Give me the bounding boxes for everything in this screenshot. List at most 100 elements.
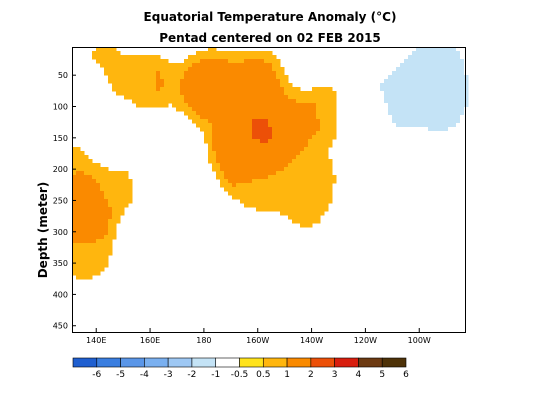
heat-cell-132	[148, 59, 153, 64]
heat-cell-2062	[128, 199, 133, 204]
heat-cell-594	[140, 87, 145, 92]
heat-cell-669	[128, 91, 133, 96]
heat-cell-1502	[324, 139, 329, 144]
colorbar-swatch-1	[96, 357, 121, 368]
heat-cell-2079	[304, 199, 309, 204]
heat-cell-1120	[212, 115, 217, 120]
heat-cell-1821	[268, 175, 273, 180]
heat-cell-906	[136, 103, 141, 108]
heat-cell-274	[220, 67, 225, 72]
heat-cell-1785	[296, 171, 301, 176]
heat-cell-729	[392, 91, 397, 96]
heat-cell-1134	[268, 115, 273, 120]
heat-cell-352	[268, 71, 273, 76]
heat-cell-247	[112, 67, 117, 72]
heat-cell-2346	[84, 275, 89, 280]
heat-cell-1449	[316, 135, 321, 140]
heat-cell-2124	[84, 207, 89, 212]
heat-cell-1330	[308, 127, 313, 132]
heat-cell-150	[236, 59, 241, 64]
heat-cell-2020	[120, 195, 125, 200]
heat-cell-1761	[112, 171, 117, 176]
heat-cell-1061	[232, 111, 237, 116]
heat-cell-1548	[232, 147, 237, 152]
heat-cell-348	[252, 71, 257, 76]
heat-cell-435	[424, 75, 429, 80]
heat-cell-143	[208, 59, 213, 64]
heat-cell-1421	[204, 135, 209, 140]
heat-cell-1573	[76, 151, 81, 156]
heat-cell-1096	[396, 111, 401, 116]
heat-cell-1526	[276, 143, 281, 148]
colorbar-swatch-11	[334, 357, 359, 368]
heat-cell-2030	[260, 195, 265, 200]
heat-cell-2042	[308, 195, 313, 200]
heat-cell-1443	[292, 135, 297, 140]
heat-cell-2301	[108, 251, 113, 256]
heat-cell-1780	[276, 171, 281, 176]
heat-cell-596	[148, 87, 153, 92]
heat-cell-1477	[224, 139, 229, 144]
heat-cell-367	[424, 71, 429, 76]
heat-cell-1014	[304, 107, 309, 112]
heat-cell-1354	[428, 127, 433, 132]
heat-cell-1583	[240, 151, 245, 156]
heat-cell-741	[440, 91, 445, 96]
heat-cell-2271	[108, 239, 113, 244]
heat-cell-2173	[312, 211, 317, 216]
heat-cell-1341	[376, 127, 381, 132]
heat-cell-1495	[296, 139, 301, 144]
heat-cell-1640	[76, 159, 81, 164]
heat-cell-862	[268, 99, 273, 104]
heat-cell-1444	[296, 135, 301, 140]
heat-cell-399	[192, 75, 197, 80]
heat-cell-1710	[324, 163, 329, 168]
heat-cell-2119	[320, 203, 325, 208]
heat-cell-1478	[228, 139, 233, 144]
heat-cell-1314	[244, 127, 249, 132]
heat-cell-2285	[84, 247, 89, 252]
heat-cell-429	[400, 75, 405, 80]
heat-cell-1858	[240, 179, 245, 184]
heat-cell-2289	[100, 247, 105, 252]
heat-cell-1484	[252, 139, 257, 144]
heat-cell-182	[108, 63, 113, 68]
heat-cell-551	[252, 83, 257, 88]
heat-cell-1680	[92, 163, 97, 168]
heat-cell-2199	[84, 219, 89, 224]
heat-cell-1333	[320, 127, 325, 132]
heat-cell-218	[252, 63, 257, 68]
heat-cell-1202	[288, 119, 293, 124]
heat-cell-1457	[372, 135, 377, 140]
heat-cell-1649	[228, 159, 233, 164]
heat-cell-2312	[76, 259, 81, 264]
heat-cell-2162	[112, 211, 117, 216]
heat-cell-308	[456, 67, 461, 72]
heat-cell-2014	[96, 195, 101, 200]
heat-cell-542	[216, 83, 221, 88]
heat-cell-1070	[268, 111, 273, 116]
heat-cell-1656	[256, 159, 261, 164]
heat-cell-489	[280, 79, 285, 84]
heat-cell-2072	[276, 199, 281, 204]
heat-cell-1956	[288, 187, 293, 192]
heat-cell-1054	[204, 111, 209, 116]
heat-cell-509	[440, 79, 445, 84]
heat-cell-1569	[316, 147, 321, 152]
heat-cell-682	[180, 91, 185, 96]
heat-cell-2170	[300, 211, 305, 216]
heat-cell-130	[140, 59, 145, 64]
heat-cell-2307	[92, 255, 97, 260]
heat-cell-391	[160, 75, 165, 80]
heat-cell-2102	[252, 203, 257, 208]
heat-cell-2021	[124, 195, 129, 200]
heat-cell-936	[260, 103, 265, 108]
heat-cell-37	[232, 51, 237, 56]
heat-cell-1035	[412, 107, 417, 112]
heat-cell-293	[396, 67, 401, 72]
heat-cell-1784	[292, 171, 297, 176]
heat-cell-1577	[216, 151, 221, 156]
heat-cell-266	[188, 67, 193, 72]
heat-cell-925	[216, 103, 221, 108]
heat-cell-2118	[316, 203, 321, 208]
